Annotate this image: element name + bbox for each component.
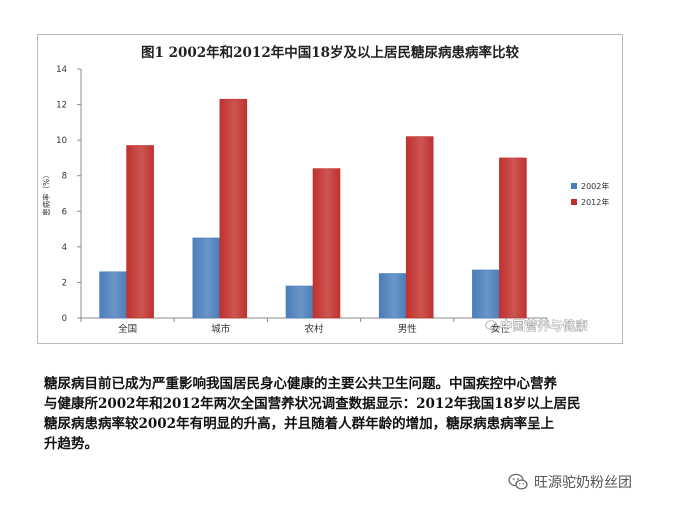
x-tick-label: 女性 xyxy=(491,323,511,335)
bar xyxy=(312,168,341,319)
account-tag: 旺源驼奶粉丝团 xyxy=(508,472,632,492)
x-tick-label: 男性 xyxy=(398,323,418,335)
legend-label: 2012年 xyxy=(581,197,609,207)
y-tick-label: 8 xyxy=(62,172,67,182)
y-tick-label: 6 xyxy=(62,207,67,217)
bar xyxy=(285,285,314,319)
x-tick-label: 全国 xyxy=(118,323,137,335)
x-tick-label: 农村 xyxy=(304,323,324,335)
caption-line: 升趋势。 xyxy=(44,436,98,452)
bar xyxy=(378,273,407,319)
y-tick-label: 14 xyxy=(56,65,67,75)
bar xyxy=(219,98,248,319)
chart-frame: 图1 2002年和2012年中国18岁及以上居民糖尿病患病率比较患病率（%） 0 2… xyxy=(37,34,623,344)
chart-title: 图1 2002年和2012年中国18岁及以上居民糖尿病患病率比较 xyxy=(141,44,520,61)
wechat-icon xyxy=(508,473,528,490)
watermark-icon xyxy=(485,320,500,332)
legend-swatch xyxy=(571,199,577,205)
legend-label: 2002年 xyxy=(581,181,609,191)
bar xyxy=(472,269,500,319)
y-tick-label: 10 xyxy=(56,136,67,146)
caption-line: 与健康所2002年和2012年两次全国营养状况调查数据显示：2012年我国18岁… xyxy=(44,396,581,412)
caption-line: 糖尿病患病率较2002年有明显的升高，并且随着人群年龄的增加，糖尿病患病率呈上 xyxy=(44,416,555,432)
y-tick-label: 12 xyxy=(56,101,67,111)
account-name: 旺源驼奶粉丝团 xyxy=(534,475,632,491)
y-tick-label: 0 xyxy=(62,314,67,324)
bar xyxy=(192,237,221,319)
caption: 糖尿病目前已成为严重影响我国居民身心健康的主要公共卫生问题。中国疾控中心营养 与… xyxy=(44,374,624,454)
watermark-text: 中国营养与健康 xyxy=(500,318,588,333)
y-tick-label: 4 xyxy=(62,243,67,253)
x-tick-label: 城市 xyxy=(211,323,231,335)
bar xyxy=(405,136,434,319)
bar xyxy=(499,157,527,319)
y-tick-label: 2 xyxy=(62,278,67,288)
legend-swatch xyxy=(571,183,577,189)
bar xyxy=(126,145,154,319)
bar xyxy=(99,271,127,319)
caption-line: 糖尿病目前已成为严重影响我国居民身心健康的主要公共卫生问题。中国疾控中心营养 xyxy=(44,376,557,392)
y-axis-label: 患病率（%） xyxy=(41,171,51,216)
